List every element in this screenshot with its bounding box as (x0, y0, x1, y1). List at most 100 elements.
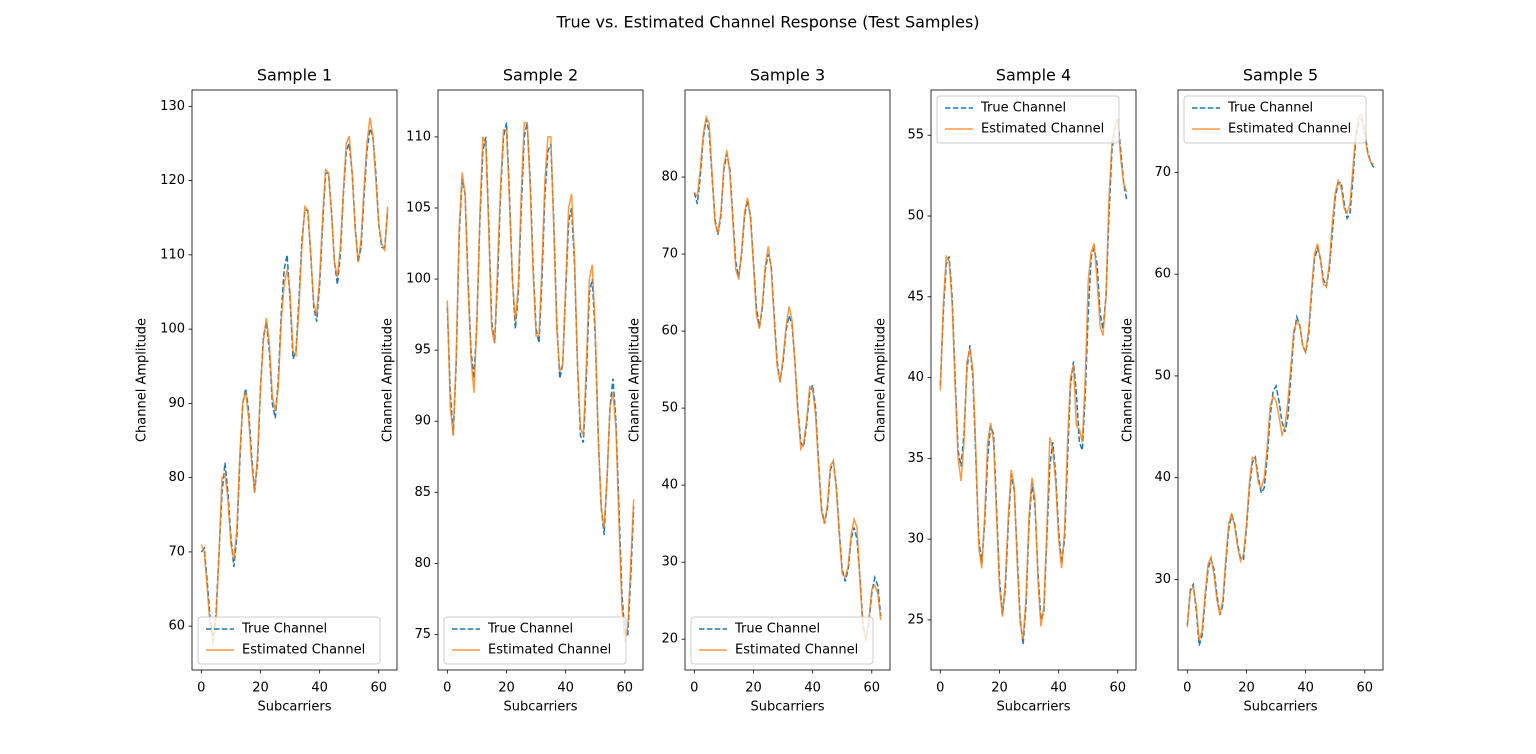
y-tick-label: 30 (907, 532, 924, 547)
x-tick-label: 20 (745, 681, 762, 696)
y-tick-label: 30 (1154, 572, 1171, 587)
y-axis-label: Channel Amplitude (628, 318, 643, 442)
y-tick-label: 50 (661, 401, 678, 416)
legend-box (936, 95, 1120, 144)
axes-frame (684, 89, 891, 671)
x-axis-label: Subcarriers (1243, 700, 1317, 715)
y-tick-label: 100 (406, 272, 431, 287)
x-tick-label: 20 (498, 681, 515, 696)
figure-title: True vs. Estimated Channel Response (Tes… (555, 13, 979, 32)
y-tick-label: 100 (160, 322, 185, 337)
y-tick-label: 60 (1154, 267, 1171, 282)
legend-label: True Channel (734, 622, 820, 637)
legend-box (197, 616, 381, 665)
y-axis-label: Channel Amplitude (874, 318, 889, 442)
x-tick-label: 0 (1183, 681, 1191, 696)
y-tick-label: 45 (907, 289, 924, 304)
y-tick-label: 75 (414, 627, 431, 642)
x-tick-label: 60 (1110, 681, 1127, 696)
x-tick-label: 0 (443, 681, 451, 696)
x-tick-label: 60 (371, 681, 388, 696)
x-axis-label: Subcarriers (257, 700, 331, 715)
series-line (200, 125, 389, 642)
legend-label: Estimated Channel (981, 122, 1104, 137)
legend-box (690, 616, 874, 665)
y-tick-label: 55 (907, 128, 924, 143)
legend-label: Estimated Channel (1228, 122, 1351, 137)
legend-label: True Channel (1227, 101, 1313, 116)
y-tick-label: 90 (414, 414, 431, 429)
x-tick-label: 40 (557, 681, 574, 696)
x-tick-label: 40 (1050, 681, 1067, 696)
y-tick-label: 50 (907, 209, 924, 224)
legend-label: True Channel (487, 622, 573, 637)
series-line (1186, 116, 1375, 646)
axes-frame (437, 89, 644, 671)
x-tick-label: 40 (311, 681, 328, 696)
x-tick-label: 20 (252, 681, 269, 696)
legend-box (1183, 95, 1367, 144)
y-tick-label: 80 (168, 470, 185, 485)
y-axis-label: Channel Amplitude (135, 318, 150, 442)
y-axis-label: Channel Amplitude (381, 318, 396, 442)
y-tick-label: 60 (661, 324, 678, 339)
y-tick-label: 30 (661, 555, 678, 570)
x-tick-label: 20 (1238, 681, 1255, 696)
x-tick-label: 40 (804, 681, 821, 696)
axes-frame (191, 89, 398, 671)
axes-frame (1177, 89, 1384, 671)
y-tick-label: 130 (160, 99, 185, 114)
y-tick-label: 110 (160, 247, 185, 262)
x-tick-label: 0 (690, 681, 698, 696)
y-tick-label: 50 (1154, 368, 1171, 383)
legend-label: Estimated Channel (735, 643, 858, 658)
x-tick-label: 60 (617, 681, 634, 696)
axes-frame (930, 89, 1137, 671)
y-tick-label: 110 (406, 129, 431, 144)
y-tick-label: 35 (907, 451, 924, 466)
series-line (200, 117, 389, 645)
y-tick-label: 95 (414, 343, 431, 358)
y-tick-label: 85 (414, 485, 431, 500)
y-tick-label: 120 (160, 173, 185, 188)
y-tick-label: 40 (1154, 470, 1171, 485)
series-line (446, 121, 635, 642)
y-tick-label: 105 (406, 200, 431, 215)
y-tick-label: 60 (168, 619, 185, 634)
y-tick-label: 25 (907, 612, 924, 627)
y-tick-label: 80 (661, 170, 678, 185)
y-axis-label: Channel Amplitude (1121, 318, 1136, 442)
legend-label: Estimated Channel (242, 643, 365, 658)
x-tick-label: 40 (1297, 681, 1314, 696)
legend-label: True Channel (980, 101, 1066, 116)
subplot-title: Sample 1 (257, 66, 332, 85)
y-tick-label: 80 (414, 556, 431, 571)
series-line (939, 118, 1128, 640)
legend-box (443, 616, 627, 665)
x-tick-label: 60 (1357, 681, 1374, 696)
x-tick-label: 0 (936, 681, 944, 696)
y-tick-label: 40 (661, 478, 678, 493)
y-tick-label: 40 (907, 370, 924, 385)
y-tick-label: 90 (168, 396, 185, 411)
legend-label: True Channel (241, 622, 327, 637)
x-tick-label: 60 (864, 681, 881, 696)
legend-label: Estimated Channel (488, 643, 611, 658)
x-tick-label: 20 (991, 681, 1008, 696)
subplot-title: Sample 4 (996, 66, 1071, 85)
x-axis-label: Subcarriers (503, 700, 577, 715)
subplot-title: Sample 5 (1243, 66, 1318, 85)
y-tick-label: 70 (1154, 165, 1171, 180)
y-tick-label: 20 (661, 632, 678, 647)
x-axis-label: Subcarriers (750, 700, 824, 715)
series-line (939, 118, 1128, 645)
subplot-title: Sample 3 (750, 66, 825, 85)
y-tick-label: 70 (168, 544, 185, 559)
x-tick-label: 0 (197, 681, 205, 696)
y-tick-label: 70 (661, 247, 678, 262)
subplot-title: Sample 2 (503, 66, 578, 85)
series-line (1186, 113, 1375, 641)
series-line (693, 114, 882, 641)
x-axis-label: Subcarriers (996, 700, 1070, 715)
